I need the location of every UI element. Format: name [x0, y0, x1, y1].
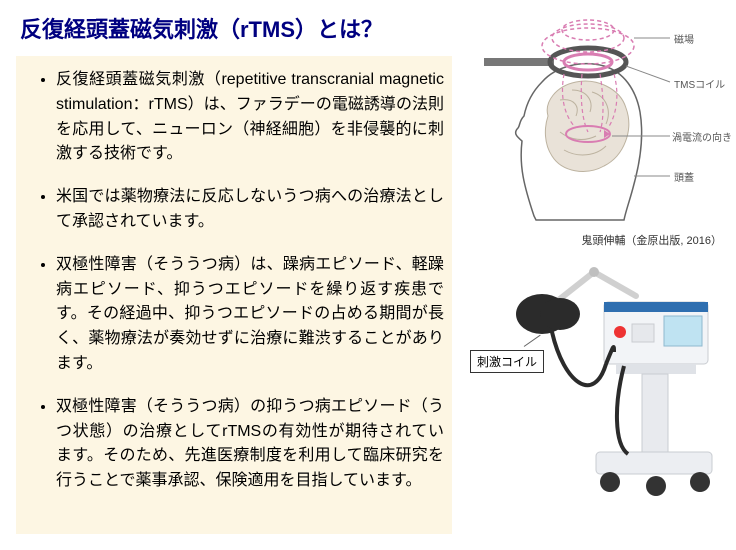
leader-coil — [626, 66, 670, 82]
device-arm-joint — [589, 267, 599, 277]
coil-handle — [484, 58, 554, 66]
list-item: 反復経頭蓋磁気刺激（repetitive transcranial magnet… — [56, 68, 444, 167]
list-item: 米国では薬物療法に反応しないうつ病への治療法として承認されています。 — [56, 185, 444, 235]
diagram-label-coil: TMSコイル — [674, 76, 725, 91]
citation-text: 鬼頭伸輔（金原出版, 2016） — [460, 232, 722, 248]
device-arm-lower — [556, 272, 594, 302]
right-column: 磁場 TMSコイル 渦電流の向き 頭蓋 鬼頭伸輔（金原出版, 2016） — [460, 16, 728, 536]
device-panel — [632, 324, 654, 342]
device-base — [596, 452, 712, 474]
list-item: 双極性障害（そううつ病）は、躁病エピソード、軽躁病エピソード、抑うつエピソードを… — [56, 253, 444, 377]
page-title: 反復経頭蓋磁気刺激（rTMS）とは？ — [20, 12, 383, 44]
device-cable-2 — [617, 366, 628, 454]
diagram-label-brain: 頭蓋 — [674, 169, 694, 184]
device-arm-upper — [594, 272, 636, 296]
device-shelf — [616, 364, 696, 374]
device-wheel — [646, 476, 666, 496]
list-item: 双極性障害（そううつ病）の抑うつ病エピソード（うつ状態）の治療としてrTMSの有… — [56, 395, 444, 494]
bullet-list: 反復経頭蓋磁気刺激（repetitive transcranial magnet… — [24, 68, 444, 494]
device-trim-top — [604, 302, 708, 312]
device-column — [642, 374, 668, 454]
device-coil-label: 刺激コイル — [470, 350, 544, 373]
main-textbox: 反復経頭蓋磁気刺激（repetitive transcranial magnet… — [16, 56, 452, 534]
tms-device-figure: 刺激コイル — [464, 254, 724, 506]
device-button-red — [614, 326, 626, 338]
diagram-label-field: 磁場 — [674, 31, 694, 46]
device-wheel — [690, 472, 710, 492]
tms-head-diagram: 磁場 TMSコイル 渦電流の向き 頭蓋 — [464, 16, 724, 226]
diagram-label-eddy: 渦電流の向き — [672, 129, 732, 144]
device-wheel — [600, 472, 620, 492]
stimulation-coil-2 — [540, 298, 580, 330]
device-screen — [664, 316, 702, 346]
slide: 反復経頭蓋磁気刺激（rTMS）とは？ 反復経頭蓋磁気刺激（repetitive … — [0, 0, 736, 550]
